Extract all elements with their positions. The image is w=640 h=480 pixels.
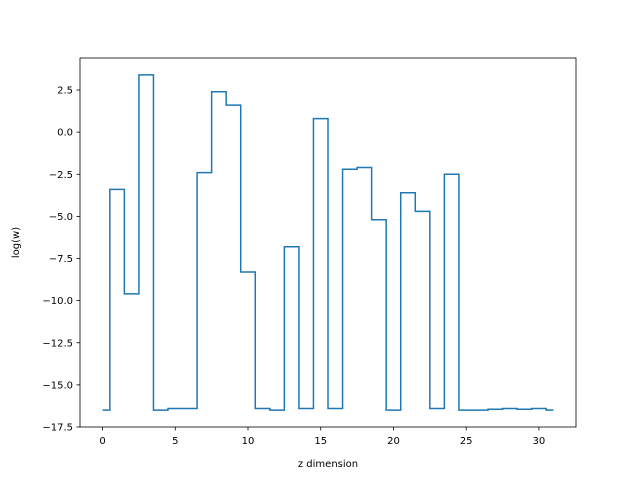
x-tick-label: 5 [172, 436, 178, 447]
x-axis-ticks: 0 5 10 15 20 25 30 [99, 427, 545, 447]
y-tick-label: 0.0 [57, 128, 73, 139]
plot-frame [79, 57, 577, 428]
x-tick-label: 20 [387, 436, 400, 447]
y-axis-label: log(w) [11, 227, 22, 258]
y-tick-label: 2.5 [57, 86, 73, 97]
x-tick-label: 0 [99, 436, 105, 447]
y-tick-label: −7.5 [49, 254, 73, 265]
x-tick-label: 10 [242, 436, 255, 447]
y-tick-label: −17.5 [42, 423, 73, 434]
series-line-0 [102, 74, 554, 411]
y-tick-label: −15.0 [42, 380, 73, 391]
x-axis-label: z dimension [298, 459, 358, 470]
series-layer [102, 74, 554, 411]
y-tick-label: −2.5 [49, 170, 73, 181]
y-tick-label: −10.0 [42, 296, 73, 307]
y-tick-label: −12.5 [42, 338, 73, 349]
x-tick-label: 15 [314, 436, 327, 447]
x-tick-label: 30 [533, 436, 546, 447]
x-tick-label: 25 [460, 436, 473, 447]
y-axis-ticks: −17.5 −15.0 −12.5 −10.0 −7.5 −5.0 −2.5 0.0 2.5 [42, 86, 80, 434]
y-tick-label: −5.0 [49, 212, 73, 223]
